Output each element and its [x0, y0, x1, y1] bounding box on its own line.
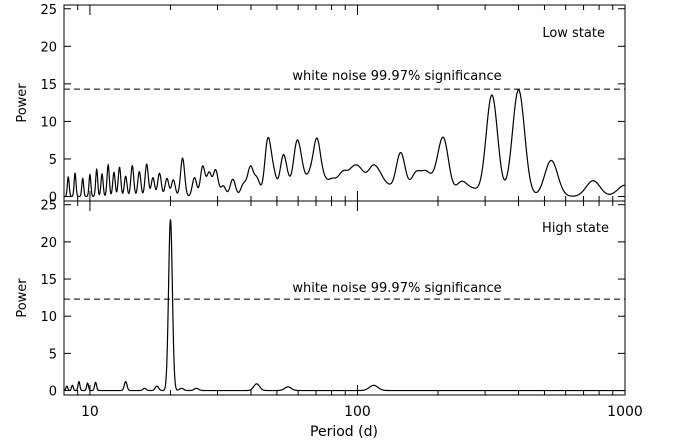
- top-y-tick-label: 20: [40, 40, 57, 55]
- bottom-y-tick-label: 20: [40, 236, 57, 251]
- x-axis-label: Period (d): [310, 424, 378, 440]
- top-threshold-label: white noise 99.97% significance: [292, 69, 501, 84]
- bottom-y-tick-label: 25: [40, 199, 57, 214]
- top-y-tick-label: 5: [49, 153, 57, 168]
- top-y-tick-label: 10: [40, 115, 57, 130]
- top-y-axis-label: Power: [15, 83, 30, 123]
- top-y-tick-label: 15: [40, 78, 57, 93]
- top-panel-label: Low state: [542, 26, 605, 41]
- bottom-y-tick-label: 0: [49, 385, 57, 400]
- top-y-tick-label: 25: [40, 3, 57, 18]
- top-power-curve: [64, 89, 626, 198]
- bottom-power-curve: [63, 218, 625, 392]
- x-tick-label: 10: [81, 404, 99, 420]
- top-panel-ticks: 0 5 10 15 20 25: [40, 3, 626, 205]
- bottom-threshold-label: white noise 99.97% significance: [292, 281, 501, 296]
- bottom-panel-label: High state: [542, 221, 609, 236]
- x-tick-label: 100: [344, 404, 371, 420]
- bottom-y-tick-label: 10: [40, 310, 57, 325]
- bottom-y-axis-label: Power: [15, 278, 30, 318]
- bottom-panel-frame: [63, 200, 626, 396]
- top-y-tick-label: 0: [49, 190, 57, 205]
- bottom-y-tick-label: 15: [40, 273, 57, 288]
- bottom-y-tick-label: 5: [49, 347, 57, 362]
- bottom-panel-ticks: 0 5 10 15 20 25 10 100 1000: [40, 199, 642, 420]
- x-tick-label: 1000: [607, 404, 643, 420]
